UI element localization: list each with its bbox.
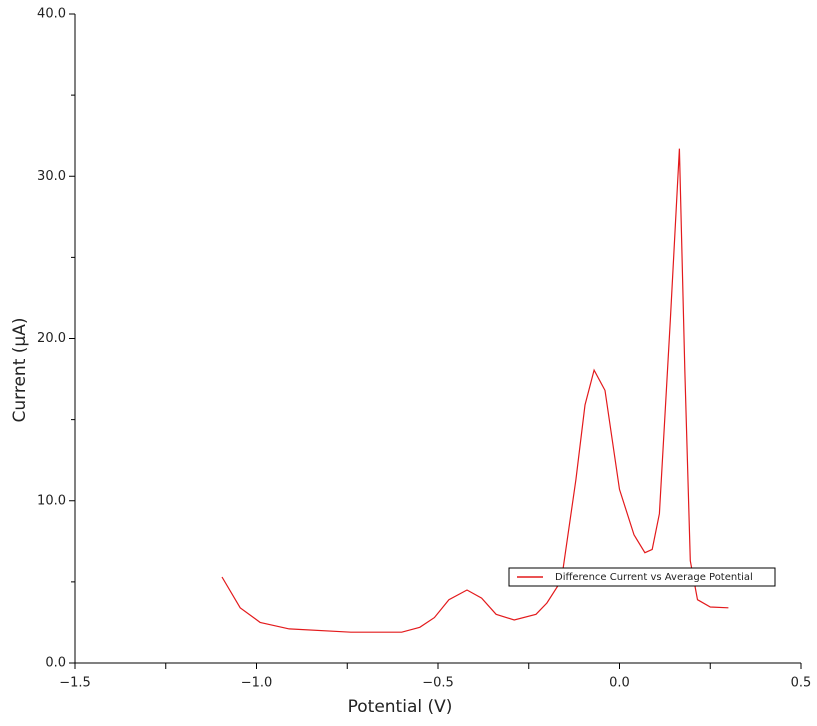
x-tick-label: −0.5: [422, 676, 454, 691]
y-tick-label: 0.0: [45, 656, 66, 671]
x-tick-label: −1.5: [59, 676, 91, 691]
legend-box: [508, 567, 776, 587]
x-tick-label: 0.0: [609, 676, 630, 691]
y-axis-label: Current (µA): [10, 318, 30, 423]
x-axis-label: Potential (V): [348, 697, 453, 717]
x-tick-label: 0.5: [791, 676, 812, 691]
legend-label: Difference Current vs Average Potential: [555, 572, 753, 583]
x-tick-label: −1.0: [241, 676, 273, 691]
y-tick-label: 30.0: [37, 169, 66, 184]
y-tick-label: 10.0: [37, 493, 66, 508]
y-tick-label: 20.0: [37, 331, 66, 346]
y-tick-label: 40.0: [37, 7, 66, 22]
data-line: [221, 148, 729, 633]
